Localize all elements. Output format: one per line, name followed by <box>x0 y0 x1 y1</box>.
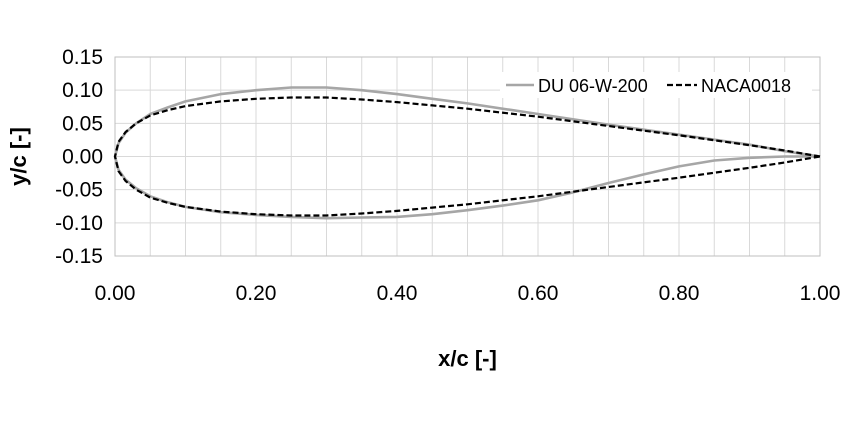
legend-label-naca0018: NACA0018 <box>701 76 791 96</box>
x-tick-label: 0.20 <box>236 282 277 305</box>
series-layer <box>113 86 821 220</box>
y-tick-label: 0.05 <box>62 112 103 135</box>
y-tick-label: 0.10 <box>62 79 103 102</box>
y-tick-label: -0.15 <box>55 245 103 268</box>
y-tick-label: -0.05 <box>55 179 103 202</box>
series-line-naca0018 <box>113 96 821 217</box>
x-tick-label: 0.60 <box>518 282 559 305</box>
legend-background <box>500 72 812 98</box>
y-tick-label: -0.10 <box>55 212 103 235</box>
legend: DU 06-W-200 NACA0018 <box>500 72 812 98</box>
legend-label-du06w200: DU 06-W-200 <box>538 76 648 96</box>
x-axis-title: x/c [-] <box>438 346 497 371</box>
x-tick-label: 0.80 <box>659 282 700 305</box>
x-tick-label: 0.00 <box>95 282 136 305</box>
x-tick-label: 0.40 <box>377 282 418 305</box>
x-axis-ticks: 0.00 0.20 0.40 0.60 0.80 1.00 <box>95 282 841 305</box>
y-axis-title: y/c [-] <box>6 127 31 186</box>
y-tick-label: 0.15 <box>62 46 103 69</box>
y-axis-ticks: 0.15 0.10 0.05 0.00 -0.05 -0.10 -0.15 <box>55 46 103 268</box>
y-tick-label: 0.00 <box>62 146 103 169</box>
x-tick-label: 1.00 <box>800 282 841 305</box>
